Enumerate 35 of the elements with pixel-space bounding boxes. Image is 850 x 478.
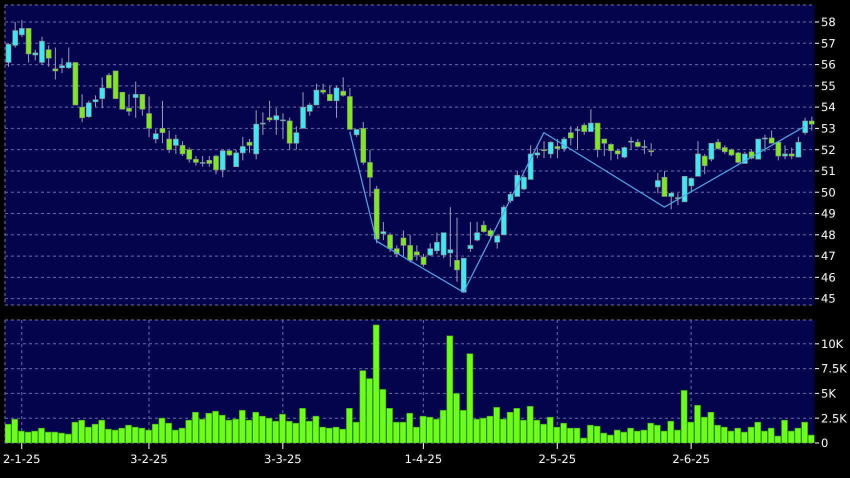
x-tick-label: 2-1-25 [2, 452, 41, 466]
y-tick-label: 48 [821, 228, 836, 242]
candlestick [92, 94, 98, 108]
y-tick-label: 58 [821, 15, 836, 30]
y-tick-label: 51 [821, 164, 836, 178]
y-tick-label: 10K [821, 336, 844, 351]
y-tick-label: 52 [821, 142, 836, 157]
candlestick [146, 96, 152, 138]
y-tick-label: 50 [821, 185, 836, 200]
y-tick-label: 49 [821, 206, 836, 221]
y-tick-label: 54 [821, 100, 836, 114]
y-tick-label: 5K [821, 386, 836, 400]
x-tick-label: 3-3-25 [264, 452, 302, 466]
y-tick-label: 46 [821, 270, 836, 284]
candlestick [420, 253, 426, 268]
candlestick [468, 222, 474, 252]
y-tick-label: 57 [821, 36, 836, 50]
y-tick-label: 53 [821, 121, 836, 136]
candlestick [160, 100, 166, 144]
y-tick-label: 7.5K [821, 362, 848, 376]
x-tick-label: 3-2-25 [130, 452, 168, 466]
candlestick [152, 128, 159, 144]
y-tick-label: 47 [821, 249, 836, 264]
y-tick-label: 55 [821, 78, 836, 93]
x-tick-label: 2-6-25 [672, 452, 710, 466]
x-tick-label: 2-5-25 [538, 452, 576, 466]
candlestick [648, 142, 654, 157]
candlestick [568, 126, 574, 146]
y-tick-label: 56 [821, 58, 836, 72]
candlestick [52, 47, 58, 80]
y-tick-label: 2.5K [821, 411, 848, 426]
candlestick [474, 222, 480, 242]
y-tick-label: 45 [821, 292, 836, 306]
x-tick-label: 1-4-25 [404, 452, 442, 466]
y-tick-label: 0 [821, 436, 828, 450]
